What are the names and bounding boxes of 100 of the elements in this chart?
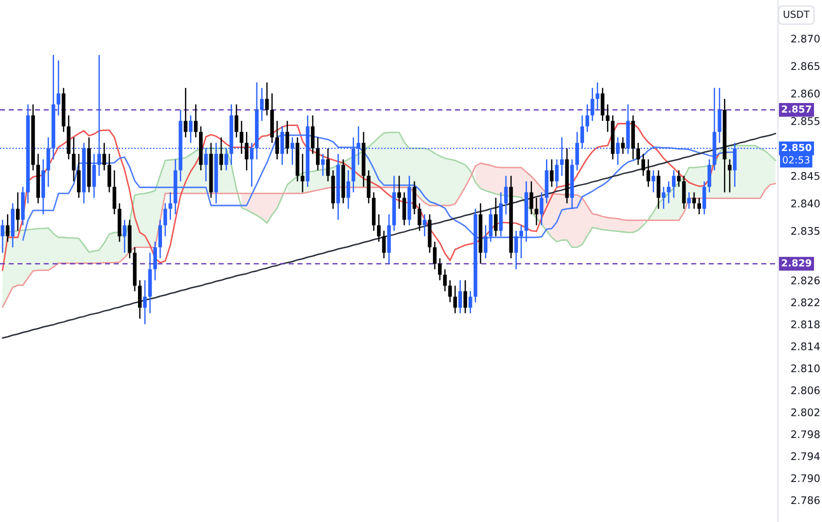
candlestick [412, 180, 416, 215]
candlestick [6, 214, 10, 242]
ref-line-label: 2.850 [782, 144, 812, 152]
candlestick [530, 180, 534, 215]
y-tick-label: 2.840 [791, 200, 820, 208]
candlestick [468, 290, 472, 314]
candlestick [697, 197, 702, 215]
candlestick [687, 192, 691, 210]
y-tick-label: 2.845 [791, 172, 820, 180]
candlestick [662, 186, 666, 210]
candlestick [672, 170, 676, 198]
candlestick [636, 142, 640, 166]
candlestick [438, 258, 442, 281]
candlestick [194, 104, 198, 138]
candlestick [641, 153, 646, 176]
candlestick [656, 170, 660, 210]
candlestick [92, 153, 96, 198]
candlestick [534, 197, 538, 226]
candlestick [240, 120, 244, 154]
candlestick [377, 214, 381, 242]
candlestick [621, 136, 625, 154]
y-tick-label: 2.802 [791, 408, 820, 416]
candlestick [260, 87, 264, 122]
candlestick [488, 208, 493, 242]
candlestick [184, 87, 188, 138]
candlestick [16, 192, 20, 232]
y-axis-title: USDT [784, 10, 810, 18]
y-tick-label: 2.786 [791, 496, 820, 504]
y-tick-label: 2.794 [791, 452, 820, 460]
y-tick-label: 2.860 [791, 90, 820, 98]
candlestick [692, 192, 696, 210]
candlestick [326, 148, 330, 182]
candlestick [418, 202, 422, 232]
candlestick [366, 170, 370, 204]
candlestick [432, 241, 437, 270]
line-series [2, 162, 776, 308]
candlestick [138, 280, 142, 320]
candlestick [606, 104, 610, 132]
candlestick [188, 114, 193, 144]
y-tick-label: 2.798 [791, 430, 820, 438]
candlestick [590, 87, 594, 122]
annotation: 02:53 [782, 156, 810, 164]
y-tick-label: 2.810 [791, 364, 820, 372]
candlestick [234, 104, 238, 138]
candlestick [484, 224, 488, 259]
candlestick [275, 120, 279, 160]
ref-line-label: 2.829 [782, 259, 812, 267]
candlestick [76, 153, 81, 198]
candlestick [72, 136, 76, 182]
line-series [2, 132, 776, 253]
candlestick [158, 219, 162, 259]
y-tick-label: 2.818 [791, 320, 820, 328]
candlestick [514, 230, 518, 270]
candlestick [600, 87, 604, 122]
y-tick-label: 2.826 [791, 276, 820, 284]
y-tick-label: 2.790 [791, 474, 820, 482]
ref-line-label: 2.857 [782, 105, 812, 113]
candlestick [402, 192, 406, 226]
candlestick [550, 158, 554, 188]
candlestick [540, 192, 544, 226]
candlestick [310, 114, 315, 154]
candlestick [448, 280, 452, 303]
candlestick [0, 219, 4, 254]
line-series [2, 132, 776, 339]
candlestick [122, 219, 126, 254]
candlestick [728, 158, 732, 193]
candlestick [346, 170, 350, 210]
candlestick [397, 175, 401, 210]
candlestick [316, 136, 320, 171]
y-tick-label: 2.855 [791, 117, 820, 125]
candlestick [718, 87, 722, 144]
y-tick-label: 2.806 [791, 386, 820, 394]
candlestick [585, 104, 590, 132]
candlestick [652, 170, 656, 193]
candlestick [666, 180, 671, 204]
candlestick [554, 158, 559, 188]
candlestick [458, 280, 462, 314]
candlestick [453, 285, 457, 314]
candlestick [519, 224, 524, 259]
candlestick [422, 214, 426, 237]
candlestick [163, 202, 168, 237]
candlestick [494, 197, 498, 237]
candlestick [463, 280, 468, 314]
candlestick [153, 241, 157, 281]
candlestick [646, 158, 650, 188]
candlestick [265, 82, 269, 116]
candlestick [708, 158, 712, 193]
candlestick [300, 153, 304, 193]
y-tick-label: 2.870 [791, 34, 820, 43]
candlestick [321, 153, 325, 176]
candlestick [702, 180, 706, 215]
candlestick [682, 175, 686, 210]
candlestick [443, 268, 447, 292]
candlestick [504, 175, 508, 215]
candlestick [596, 82, 600, 111]
y-tick-label: 2.865 [791, 62, 820, 70]
y-tick-label: 2.814 [791, 342, 820, 350]
candlestick [285, 120, 290, 154]
y-tick-label: 2.835 [791, 227, 820, 235]
candlestick [143, 280, 147, 325]
